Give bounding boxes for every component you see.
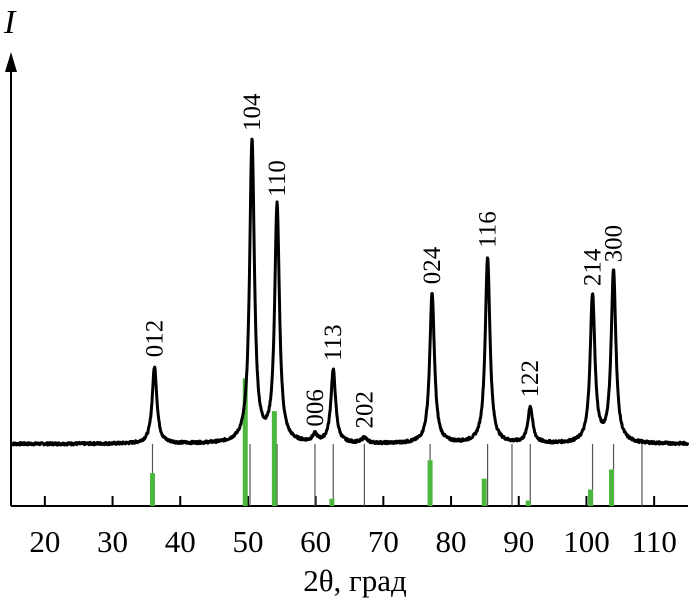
x-tick-label: 90 <box>503 524 534 559</box>
x-tick-label: 20 <box>29 524 60 559</box>
x-ticks: 20 30 40 50 60 70 80 90 100 110 <box>29 496 677 559</box>
peak-label: 012 <box>142 320 169 358</box>
peak-label: 110 <box>264 160 291 197</box>
y-axis-arrow <box>5 52 17 72</box>
x-tick-label: 50 <box>232 524 263 559</box>
x-tick-label: 80 <box>436 524 467 559</box>
peak-label: 104 <box>239 93 266 131</box>
x-tick-label: 40 <box>165 524 196 559</box>
reference-bar <box>427 460 433 506</box>
reference-bar <box>608 469 614 506</box>
peak-label: 113 <box>320 324 347 361</box>
reference-bar <box>149 473 155 506</box>
reference-bar <box>525 500 531 506</box>
reference-bars <box>149 378 614 506</box>
axes <box>5 52 688 507</box>
peak-label: 122 <box>517 360 544 398</box>
reference-bar <box>481 478 487 506</box>
peak-label: 024 <box>419 246 446 284</box>
peak-label: 214 <box>580 248 607 286</box>
peak-label: 202 <box>351 391 378 429</box>
diffraction-pattern <box>9 137 690 447</box>
peak-label: 006 <box>302 389 329 427</box>
reference-bar <box>588 489 594 506</box>
peak-label: 300 <box>601 225 628 263</box>
x-tick-label: 110 <box>631 524 676 559</box>
reference-bar <box>271 411 277 506</box>
y-axis-title: I <box>3 4 17 41</box>
peak-label: 116 <box>475 211 502 248</box>
x-tick-label: 60 <box>300 524 331 559</box>
x-tick-label: 30 <box>97 524 128 559</box>
reference-bar <box>329 498 335 506</box>
x-axis-title: 2θ, град <box>303 563 407 598</box>
drop-lines <box>151 443 643 506</box>
reference-bar <box>242 378 248 506</box>
x-tick-label: 100 <box>563 524 610 559</box>
x-tick-label: 70 <box>368 524 399 559</box>
